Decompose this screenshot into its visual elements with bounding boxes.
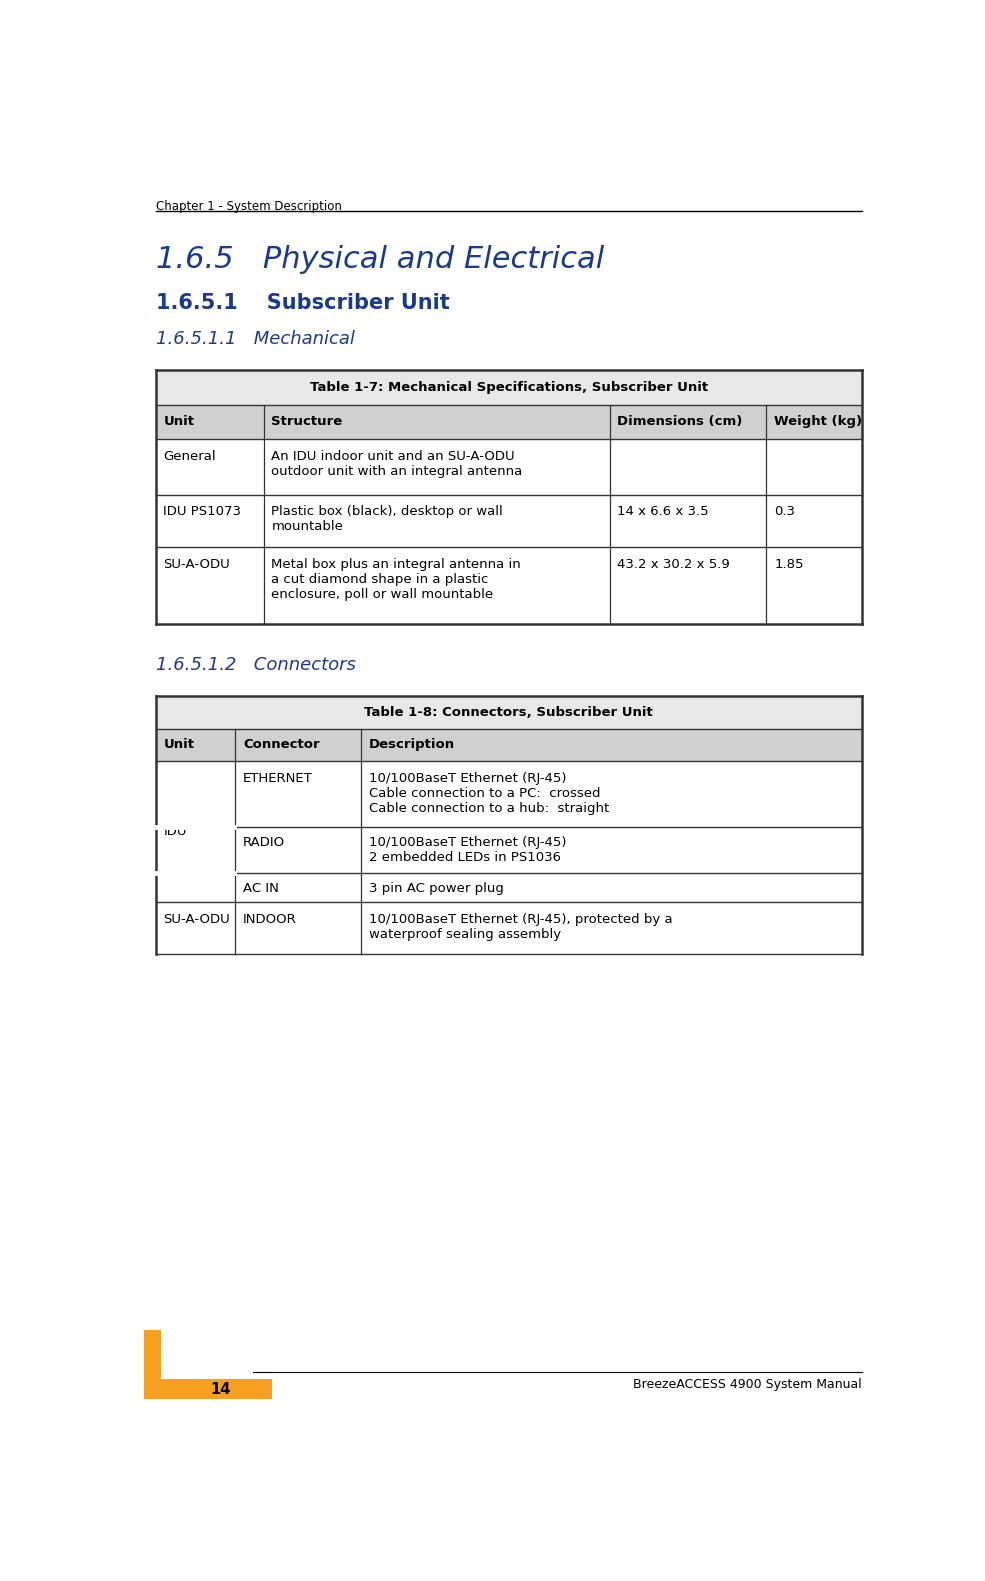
Text: Chapter 1 - System Description: Chapter 1 - System Description [156,199,342,213]
Text: SU-A-ODU: SU-A-ODU [164,558,230,571]
Bar [156,405,862,440]
Bar [144,1379,272,1399]
Text: 10/100BaseT Ethernet (RJ-45)
2 embedded LEDs in PS1036: 10/100BaseT Ethernet (RJ-45) 2 embedded … [368,836,566,863]
Text: Description: Description [368,738,455,751]
Text: 1.6.5.1.1   Mechanical: 1.6.5.1.1 Mechanical [156,330,355,348]
Text: Connector: Connector [243,738,320,751]
Text: 10/100BaseT Ethernet (RJ-45), protected by a
waterproof sealing assembly: 10/100BaseT Ethernet (RJ-45), protected … [368,912,673,941]
Text: 1.6.5   Physical and Electrical: 1.6.5 Physical and Electrical [156,245,604,274]
Text: 10/100BaseT Ethernet (RJ-45)
Cable connection to a PC:  crossed
Cable connection: 10/100BaseT Ethernet (RJ-45) Cable conne… [368,772,609,814]
Text: Dimensions (cm): Dimensions (cm) [618,416,743,428]
Text: 1.85: 1.85 [774,558,804,571]
Text: 43.2 x 30.2 x 5.9: 43.2 x 30.2 x 5.9 [618,558,730,571]
Text: An IDU indoor unit and an SU-A-ODU
outdoor unit with an integral antenna: An IDU indoor unit and an SU-A-ODU outdo… [272,451,523,477]
Text: Structure: Structure [272,416,343,428]
Text: SU-A-ODU: SU-A-ODU [164,912,230,926]
Bar [144,1330,162,1399]
Text: INDOOR: INDOOR [243,912,296,926]
Bar [156,696,862,729]
Text: RADIO: RADIO [243,836,286,849]
Text: Table 1-8: Connectors, Subscriber Unit: Table 1-8: Connectors, Subscriber Unit [364,707,653,719]
Bar [156,370,862,405]
Text: IDU PS1073: IDU PS1073 [164,506,241,519]
Text: Weight (kg): Weight (kg) [774,416,862,428]
Text: AC IN: AC IN [243,882,279,895]
Text: 3 pin AC power plug: 3 pin AC power plug [368,882,503,895]
Text: 14: 14 [210,1382,230,1398]
Text: Unit: Unit [164,738,194,751]
Text: 0.3: 0.3 [774,506,795,519]
Bar [156,729,862,760]
Text: IDU: IDU [164,825,187,838]
Text: Unit: Unit [164,416,194,428]
Text: Plastic box (black), desktop or wall
mountable: Plastic box (black), desktop or wall mou… [272,506,503,533]
Text: 14 x 6.6 x 3.5: 14 x 6.6 x 3.5 [618,506,709,519]
Text: 1.6.5.1    Subscriber Unit: 1.6.5.1 Subscriber Unit [156,292,449,313]
Text: Metal box plus an integral antenna in
a cut diamond shape in a plastic
enclosure: Metal box plus an integral antenna in a … [272,558,521,601]
Text: Table 1-7: Mechanical Specifications, Subscriber Unit: Table 1-7: Mechanical Specifications, Su… [309,381,708,394]
Text: ETHERNET: ETHERNET [243,772,313,784]
Text: BreezeACCESS 4900 System Manual: BreezeACCESS 4900 System Manual [633,1377,862,1391]
Text: General: General [164,451,216,463]
Text: 1.6.5.1.2   Connectors: 1.6.5.1.2 Connectors [156,656,356,675]
